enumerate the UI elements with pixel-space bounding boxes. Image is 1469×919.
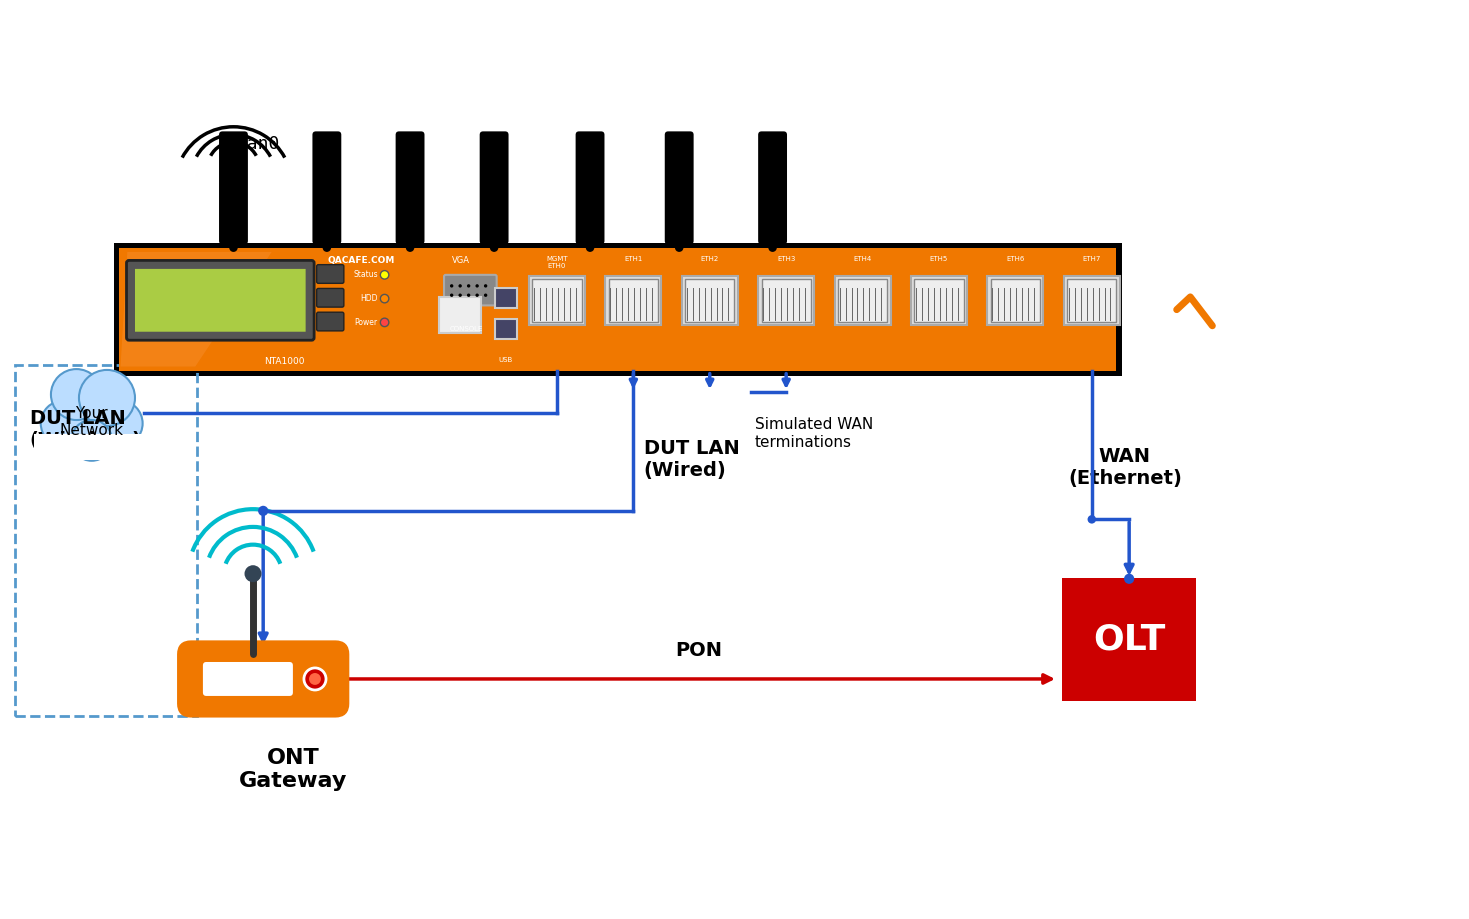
Circle shape [1124,573,1134,584]
Circle shape [768,244,777,252]
Text: Status: Status [353,270,378,279]
FancyBboxPatch shape [576,131,604,244]
Circle shape [458,293,461,297]
Text: ETH2: ETH2 [701,256,718,262]
Text: ETH7: ETH7 [1083,256,1100,262]
FancyBboxPatch shape [987,276,1043,325]
Circle shape [1087,516,1096,524]
FancyBboxPatch shape [837,279,887,322]
Circle shape [586,244,595,252]
FancyBboxPatch shape [608,279,658,322]
Circle shape [244,565,261,582]
Circle shape [308,673,320,685]
FancyBboxPatch shape [1064,276,1119,325]
FancyBboxPatch shape [480,131,508,244]
FancyBboxPatch shape [758,131,787,244]
Circle shape [380,318,389,326]
Circle shape [229,244,238,252]
Circle shape [304,668,326,690]
Circle shape [405,244,414,252]
FancyBboxPatch shape [444,275,497,305]
Text: PON: PON [676,641,723,660]
FancyBboxPatch shape [761,279,811,322]
Circle shape [1159,275,1228,343]
FancyBboxPatch shape [439,297,482,333]
FancyBboxPatch shape [911,276,967,325]
Text: ETH6: ETH6 [1006,256,1024,262]
Circle shape [467,284,470,288]
Text: ETH5: ETH5 [930,256,948,262]
Text: QACAFE.COM: QACAFE.COM [328,256,395,266]
Circle shape [380,270,389,279]
FancyBboxPatch shape [1066,279,1116,322]
Circle shape [476,284,479,288]
Circle shape [79,370,135,426]
Text: OLT: OLT [1093,623,1165,657]
Circle shape [380,294,389,303]
Circle shape [674,244,683,252]
Circle shape [41,401,87,447]
FancyBboxPatch shape [665,131,693,244]
FancyBboxPatch shape [990,279,1040,322]
Bar [119,248,1116,370]
FancyBboxPatch shape [179,642,347,716]
Text: MGMT
ETH0: MGMT ETH0 [546,256,567,269]
FancyBboxPatch shape [758,276,814,325]
Text: CONSOLE: CONSOLE [450,325,483,332]
Circle shape [483,293,488,297]
Circle shape [450,284,454,288]
Text: HDD: HDD [360,294,378,303]
Text: Your
Network: Your Network [60,405,123,438]
Text: WAN
(Ethernet): WAN (Ethernet) [1068,448,1183,488]
FancyBboxPatch shape [135,269,306,332]
Text: ONT
Gateway: ONT Gateway [239,748,347,791]
FancyBboxPatch shape [317,289,344,307]
FancyBboxPatch shape [495,288,517,308]
FancyBboxPatch shape [219,131,248,244]
Circle shape [467,293,470,297]
Circle shape [458,284,461,288]
FancyBboxPatch shape [532,279,582,322]
Circle shape [323,244,331,252]
FancyBboxPatch shape [495,319,517,339]
Bar [34,435,150,460]
Text: Simulated WAN
terminations: Simulated WAN terminations [755,417,873,450]
Text: USB: USB [499,357,513,363]
Polygon shape [120,252,272,367]
FancyBboxPatch shape [395,131,425,244]
FancyBboxPatch shape [313,131,341,244]
FancyBboxPatch shape [682,276,737,325]
FancyBboxPatch shape [317,312,344,331]
Circle shape [259,505,269,516]
Text: DUT LAN
(Wireless): DUT LAN (Wireless) [29,409,141,450]
Text: ETH3: ETH3 [777,256,795,262]
Circle shape [72,420,112,460]
FancyBboxPatch shape [126,260,314,340]
FancyBboxPatch shape [914,279,964,322]
Circle shape [450,293,454,297]
Text: Power: Power [354,318,378,327]
FancyBboxPatch shape [203,662,292,696]
Circle shape [476,293,479,297]
Circle shape [483,284,488,288]
Bar [113,243,1121,376]
Circle shape [59,377,123,441]
Text: wlan0: wlan0 [225,135,279,153]
Circle shape [97,401,142,447]
Text: DUT LAN
(Wired): DUT LAN (Wired) [643,438,739,480]
FancyBboxPatch shape [529,276,585,325]
Text: ETH4: ETH4 [853,256,871,262]
FancyBboxPatch shape [834,276,890,325]
FancyBboxPatch shape [317,265,344,283]
Circle shape [489,244,498,252]
FancyBboxPatch shape [685,279,734,322]
Circle shape [51,369,101,420]
Circle shape [229,148,238,157]
Text: NTA1000: NTA1000 [264,357,304,366]
FancyBboxPatch shape [605,276,661,325]
Text: CDROUTER: CDROUTER [1243,290,1469,327]
Text: ETH1: ETH1 [624,256,642,262]
Bar [1062,578,1196,701]
Text: VGA: VGA [452,256,470,266]
